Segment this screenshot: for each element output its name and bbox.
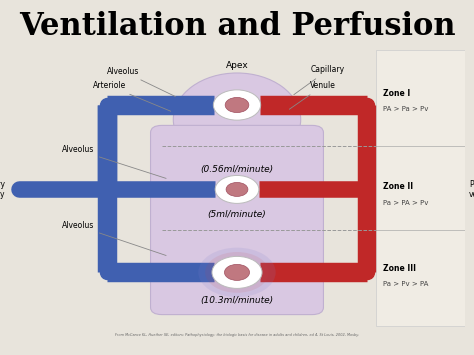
Circle shape [205, 252, 269, 293]
Text: Alveolus: Alveolus [62, 146, 166, 179]
Text: Pulmonary
artery: Pulmonary artery [0, 180, 5, 199]
FancyBboxPatch shape [151, 125, 323, 315]
Text: PA > Pa > Pv: PA > Pa > Pv [383, 106, 428, 113]
Text: Ventilation and Perfusion: Ventilation and Perfusion [18, 11, 456, 42]
Bar [376, 50, 467, 326]
Circle shape [213, 90, 261, 120]
Circle shape [225, 97, 249, 113]
Circle shape [198, 248, 276, 297]
Ellipse shape [173, 73, 301, 166]
Text: Alveolus: Alveolus [62, 221, 166, 256]
Text: (5ml/minute): (5ml/minute) [208, 210, 266, 219]
Text: Zone I: Zone I [383, 89, 410, 98]
Text: From McCance KL, Huether SE, editors: Pathophysiology: the biologic basis for di: From McCance KL, Huether SE, editors: Pa… [115, 333, 359, 337]
Text: Alveolus: Alveolus [107, 67, 175, 97]
Text: Venule: Venule [289, 81, 336, 109]
Text: Pulmonary
vein: Pulmonary vein [469, 180, 474, 199]
Text: Capillary: Capillary [294, 65, 345, 95]
Circle shape [215, 175, 259, 203]
Circle shape [226, 182, 248, 196]
Text: Zone II: Zone II [383, 182, 413, 191]
Text: Apex: Apex [226, 61, 248, 70]
Text: (0.56ml/minute): (0.56ml/minute) [201, 165, 273, 174]
Text: Zone III: Zone III [383, 263, 416, 273]
Text: Arteriole: Arteriole [93, 81, 171, 111]
Circle shape [212, 256, 262, 288]
Text: Pa > PA > Pv: Pa > PA > Pv [383, 200, 428, 206]
Circle shape [225, 264, 249, 280]
Text: Pa > Pv > PA: Pa > Pv > PA [383, 281, 428, 287]
Text: (10.3ml/minute): (10.3ml/minute) [201, 296, 273, 305]
